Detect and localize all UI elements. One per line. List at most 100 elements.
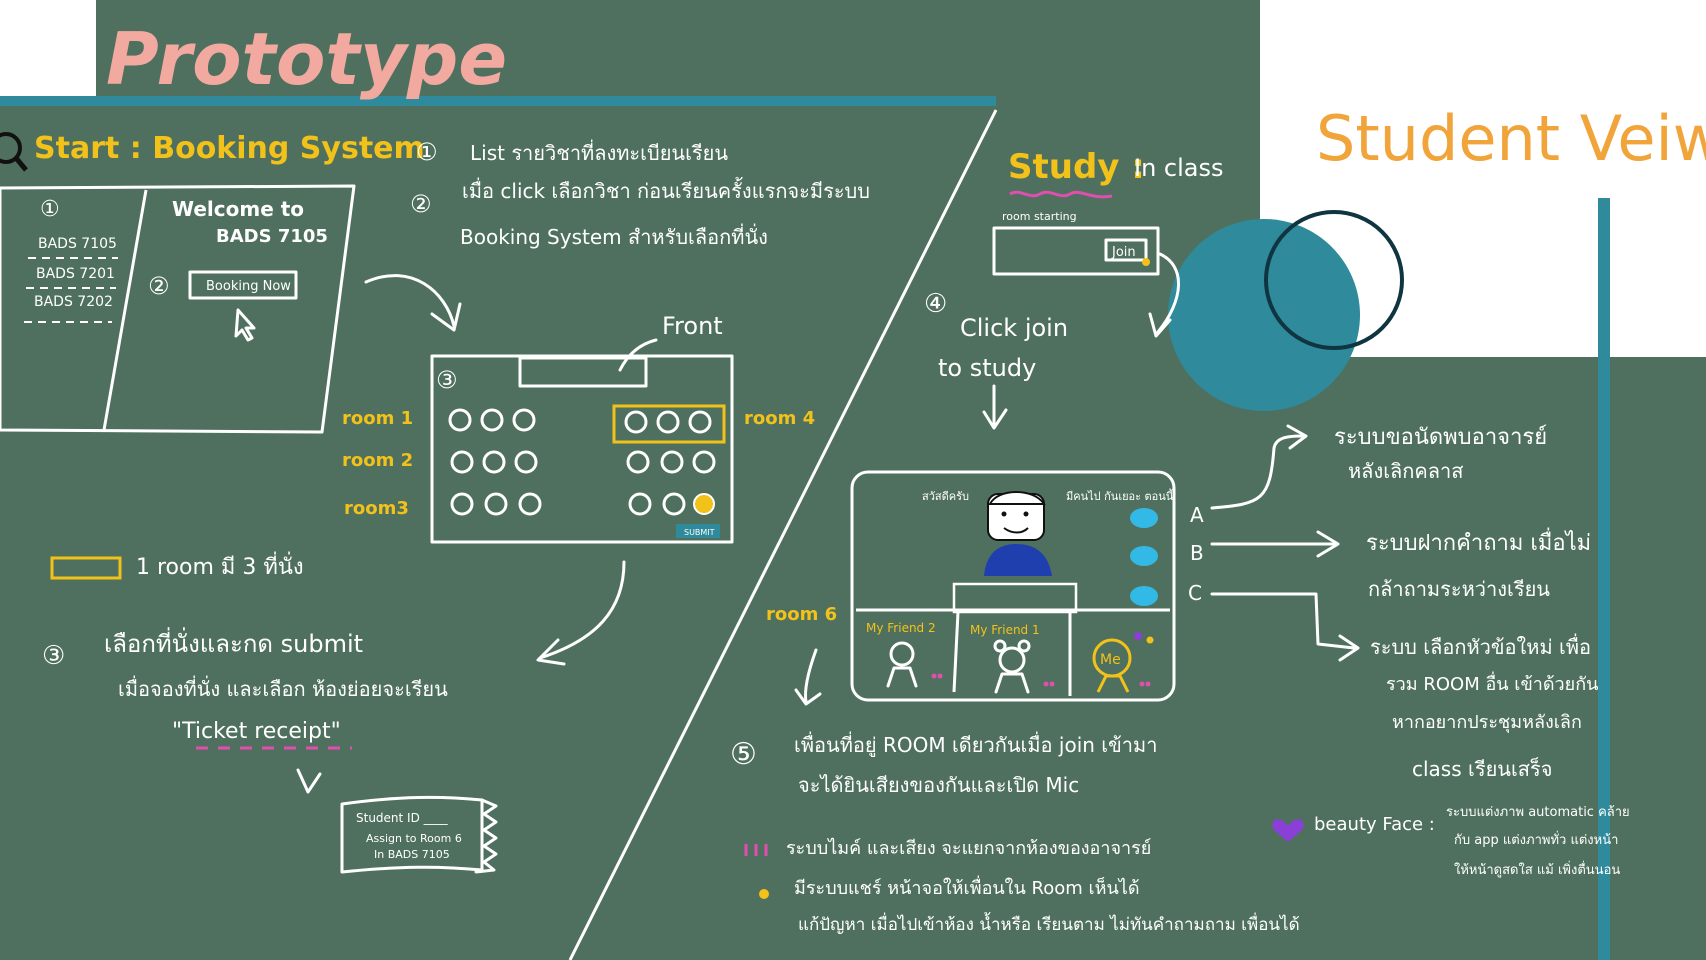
magnifier-icon: [0, 132, 28, 172]
seat[interactable]: [692, 450, 716, 474]
seat-selected[interactable]: [693, 493, 715, 515]
connector-a: [1210, 434, 1304, 510]
beauty-line2: กับ app แต่งภาพทั่ว แต่งหน้า: [1454, 831, 1618, 848]
seat[interactable]: [480, 408, 504, 432]
feature-a-line1: ระบบขอนัดพบอาจารย์: [1334, 425, 1547, 450]
booking-now-button[interactable]: [188, 270, 298, 300]
arrow-to-step3: [538, 560, 626, 660]
study-subheading: In class: [1134, 154, 1224, 182]
seat[interactable]: [518, 492, 542, 516]
step1-number: ①: [416, 138, 438, 166]
seat[interactable]: [660, 450, 684, 474]
legend-text: 1 room มี 3 ที่นั่ง: [136, 551, 304, 580]
arrowhead-a-icon: [1286, 424, 1308, 450]
course-item-1[interactable]: BADS 7105: [38, 236, 117, 252]
step4-number: ④: [924, 289, 947, 319]
feature-a-line2: หลังเลิกคลาส: [1348, 459, 1463, 483]
teal-circle: [1168, 219, 1360, 411]
front-desk: [518, 356, 648, 388]
dark-ring: [1264, 210, 1404, 350]
down-arrow-room6-icon: [794, 648, 822, 706]
legend-room-swatch: [50, 556, 122, 580]
green-board-right: [1260, 357, 1706, 960]
seat[interactable]: [484, 492, 508, 516]
arrowhead-c-icon: [1338, 634, 1360, 662]
step5-line1: เพื่อนที่อยู่ ROOM เดียวกันเมื่อ join เข…: [794, 731, 1157, 758]
seat[interactable]: [626, 450, 650, 474]
front-label: Front: [662, 312, 723, 340]
step2-line2: Booking System สำหรับเลือกที่นั่ง: [460, 223, 768, 249]
ticket-line2: Assign to Room 6: [366, 832, 462, 845]
feature-c-line3: หากอยากประชุมหลังเลิก: [1392, 712, 1582, 733]
feature-b-line1: ระบบฝากคำถาม เมื่อไม่: [1366, 527, 1591, 556]
seat[interactable]: [688, 410, 712, 434]
friend1-label: My Friend 1: [970, 623, 1040, 637]
feature-b-line2: กล้าถามระหว่างเรียน: [1368, 577, 1550, 601]
feature-dot-b[interactable]: [1130, 546, 1158, 566]
beauty-face-label: beauty Face :: [1314, 814, 1435, 835]
course-item-3[interactable]: BADS 7202: [34, 294, 113, 310]
note-mic: ระบบไมค์ และเสียง จะแยกจากห้องของอาจารย์: [786, 837, 1151, 859]
join-cursor-dot: [1142, 258, 1150, 266]
seat[interactable]: [450, 450, 474, 474]
room1-label: room 1: [342, 408, 413, 429]
booking-now-label: Booking Now: [206, 279, 291, 294]
arrowhead-to-step3-icon: [536, 638, 566, 666]
seat[interactable]: [448, 408, 472, 432]
room3-label: room3: [344, 498, 409, 519]
arrow-to-seatplan: [364, 274, 456, 328]
feature-dot-c[interactable]: [1130, 586, 1158, 606]
green-board-left: [0, 100, 1260, 960]
teacher-bubble-left: สวัสดีครับ: [922, 490, 969, 503]
feature-dot-a[interactable]: [1130, 508, 1158, 528]
step3-number: ③: [42, 641, 65, 671]
student-view-title: Student Veiw: [1316, 102, 1706, 175]
seat[interactable]: [514, 450, 538, 474]
purple-dot: [1134, 632, 1142, 640]
teal-vertical-bar: [1598, 198, 1610, 960]
seat[interactable]: [624, 410, 648, 434]
front-pointer: [618, 338, 658, 372]
ticket-receipt-label: "Ticket receipt": [172, 719, 341, 744]
prototype-title: Prototype: [106, 17, 507, 101]
note-share-line2: แก้ปัญหา เมื่อไปเข้าห้อง น้ำหรือ เรียนตา…: [798, 912, 1300, 935]
join-button[interactable]: [1104, 238, 1148, 262]
room-starting-box: [992, 226, 1160, 276]
ticket-line1: Student ID ____: [356, 811, 449, 825]
welcome-line1: Welcome to: [172, 197, 304, 221]
beauty-line1: ระบบแต่งภาพ automatic คล้าย: [1446, 805, 1630, 820]
arrowhead-to-seatplan-icon: [430, 302, 462, 332]
step5-line2: จะได้ยินเสียงของกันและเปิด Mic: [798, 773, 1079, 797]
course-item-2[interactable]: BADS 7201: [36, 266, 115, 282]
seat[interactable]: [512, 408, 536, 432]
teacher-bubble-right: มีคนไป กันเยอะ ตอนนี้: [1066, 488, 1174, 503]
beauty-line3: ให้หน้าดูสดใส แม้ เพิ่งตื่นนอน: [1454, 861, 1620, 878]
room4-label: room 4: [744, 408, 815, 429]
study-underline: [1009, 190, 1113, 199]
room-starting-label: room starting: [1002, 210, 1077, 223]
seatplan-number: ③: [436, 366, 458, 394]
step3-line1: เลือกที่นั่งและกด submit: [104, 627, 363, 658]
seat[interactable]: [662, 492, 686, 516]
teal-top-bar: [0, 96, 996, 106]
down-arrow-step4-icon: [982, 384, 1008, 430]
step4-line2: to study: [938, 354, 1036, 382]
seat[interactable]: [482, 450, 506, 474]
label-a: A: [1190, 503, 1204, 527]
step2-line1: เมื่อ click เลือกวิชา ก่อนเรียนครั้งแรกจ…: [462, 177, 870, 203]
teacher-avatar: [984, 491, 1052, 576]
classroom-video-mockup: สวัสดีครับ มีคนไป กันเยอะ ตอนนี้ My Frie…: [850, 470, 1176, 702]
me-label: Me: [1100, 652, 1121, 668]
study-heading: Study :: [1008, 147, 1145, 187]
submit-button[interactable]: [676, 524, 720, 538]
seat[interactable]: [656, 410, 680, 434]
step2-number: ②: [410, 190, 432, 218]
seat[interactable]: [628, 492, 652, 516]
seat[interactable]: [450, 492, 474, 516]
label-c: C: [1188, 581, 1202, 605]
feature-c-line4: class เรียนเสร็จ: [1412, 756, 1552, 781]
yellow-dot: [1146, 636, 1154, 644]
welcome-line2: BADS 7105: [216, 226, 328, 247]
